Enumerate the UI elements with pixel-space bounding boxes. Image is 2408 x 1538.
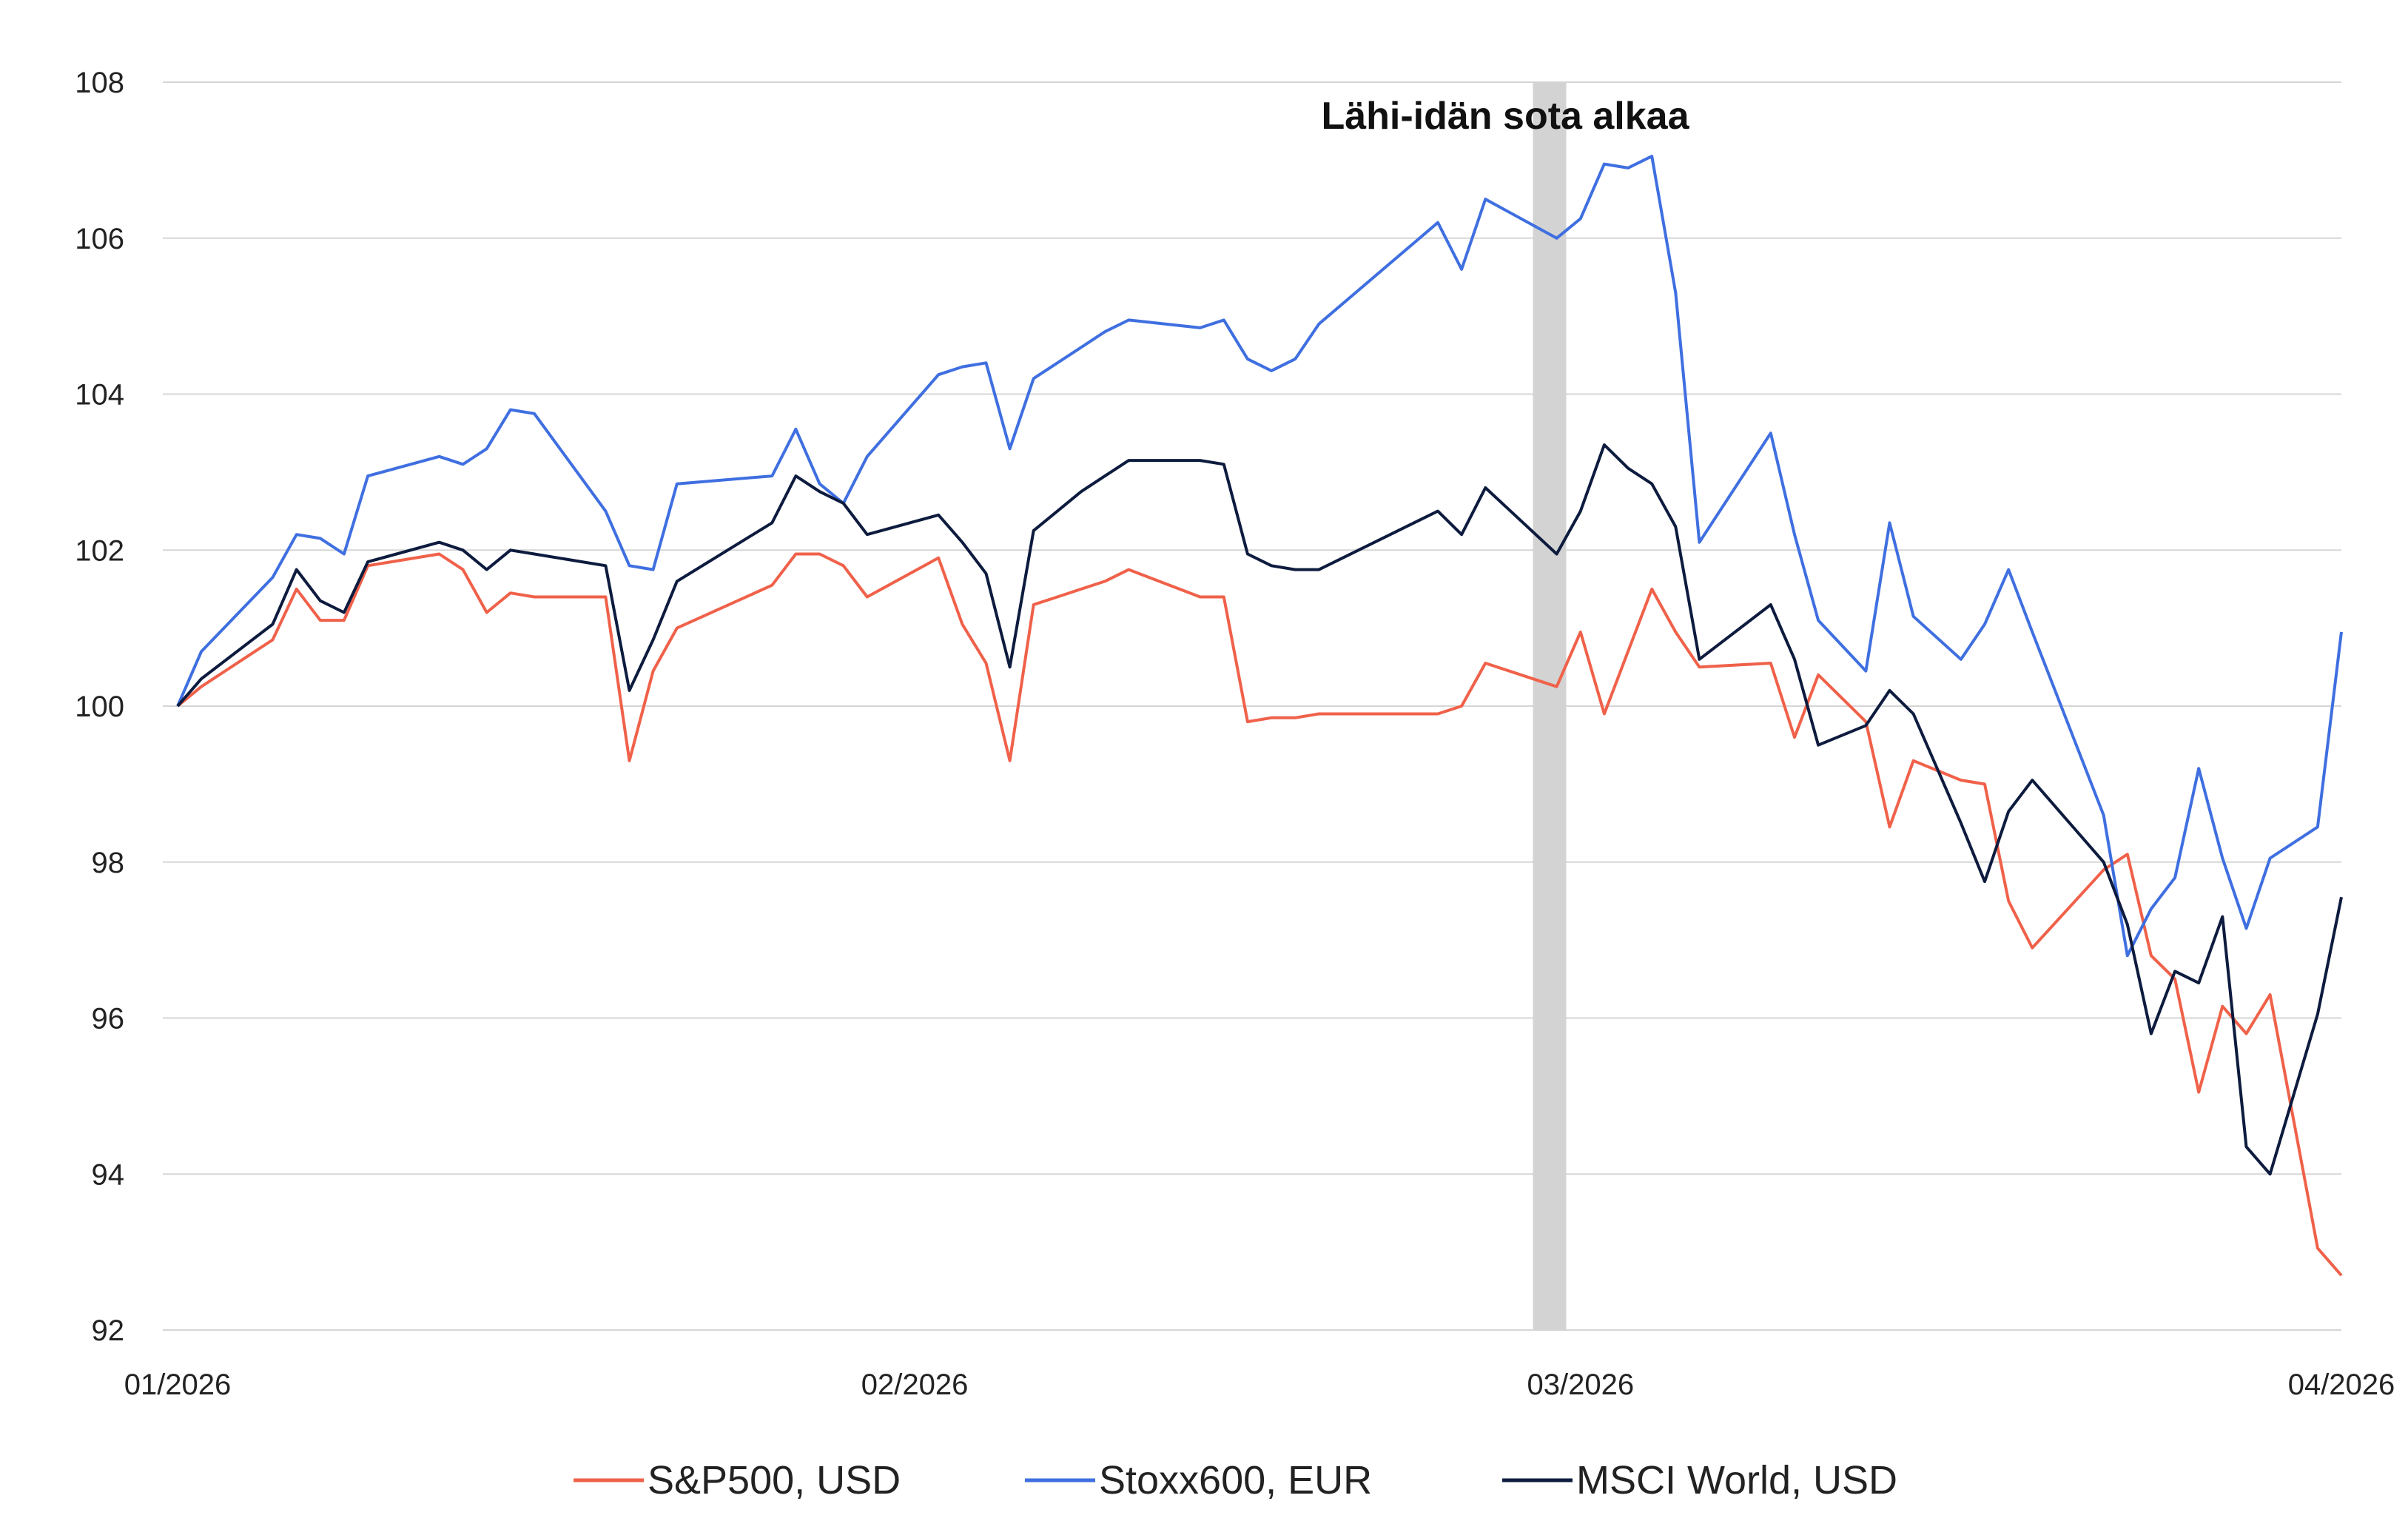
x-tick-label: 01/2026 — [124, 1369, 232, 1401]
series-line-stoxx600 — [176, 155, 2343, 958]
annotation-label: Lähi-idän sota alkaa — [1321, 95, 1689, 138]
y-tick-label: 102 — [75, 534, 124, 567]
series-lines — [176, 155, 2343, 1277]
event-band — [1533, 82, 1567, 1330]
y-tick-label: 98 — [92, 847, 125, 879]
legend: S&P500, USD Stoxx600, EUR MSCI World, USD — [574, 1458, 1897, 1502]
legend-label: S&P500, USD — [648, 1458, 901, 1502]
series-line-s-p500 — [176, 552, 2343, 1277]
legend-item: MSCI World, USD — [1502, 1458, 1897, 1502]
gridlines — [163, 81, 2341, 1331]
legend-label: Stoxx600, EUR — [1099, 1458, 1372, 1502]
legend-label: MSCI World, USD — [1576, 1458, 1897, 1502]
y-tick-label: 108 — [75, 67, 124, 99]
y-tick-label: 106 — [75, 223, 124, 255]
x-tick-label: 04/2026 — [2288, 1369, 2395, 1401]
y-axis: 92 94 96 98 100 102 104 106 108 — [75, 67, 124, 1347]
x-tick-label: 03/2026 — [1527, 1369, 1634, 1401]
y-tick-label: 94 — [92, 1158, 125, 1191]
x-axis: 01/2026 02/2026 03/2026 04/2026 — [124, 1369, 2395, 1401]
series-line-msci-world — [176, 443, 2343, 1176]
legend-item: Stoxx600, EUR — [1025, 1458, 1372, 1502]
y-tick-label: 104 — [75, 379, 124, 412]
y-tick-label: 100 — [75, 691, 124, 723]
x-tick-label: 02/2026 — [861, 1369, 969, 1401]
y-tick-label: 96 — [92, 1003, 125, 1035]
legend-item: S&P500, USD — [574, 1458, 901, 1502]
y-tick-label: 92 — [92, 1314, 125, 1347]
